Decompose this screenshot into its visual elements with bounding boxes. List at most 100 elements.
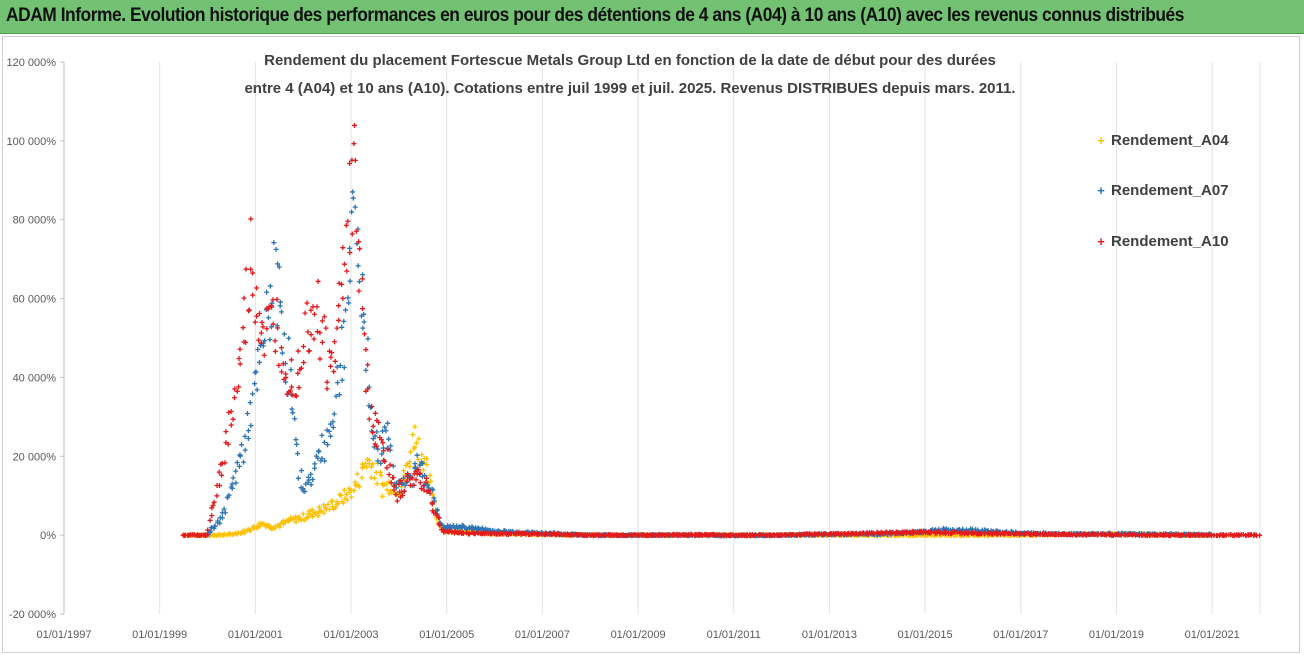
data-point xyxy=(352,204,358,210)
data-point xyxy=(309,507,315,513)
data-point xyxy=(384,465,390,471)
data-point xyxy=(361,311,367,317)
data-point xyxy=(422,473,428,479)
data-point xyxy=(244,410,250,416)
data-point xyxy=(217,520,223,526)
data-point xyxy=(339,281,345,287)
data-point xyxy=(421,487,427,493)
data-point xyxy=(304,300,310,306)
data-point xyxy=(341,487,347,493)
chart-axes: 120 000% 100 000% 80 000% 60 000% 40 000% 20 … xyxy=(6,57,1239,641)
data-point xyxy=(308,482,314,488)
data-point xyxy=(417,462,423,468)
data-point xyxy=(272,348,278,354)
legend-label-a10: Rendement_A10 xyxy=(1111,233,1229,250)
data-point xyxy=(436,514,442,520)
data-point xyxy=(321,439,327,445)
data-point xyxy=(248,266,254,272)
data-point xyxy=(397,489,403,495)
data-point xyxy=(328,363,334,369)
data-point xyxy=(391,487,397,493)
data-point xyxy=(347,245,353,251)
data-point xyxy=(250,292,256,298)
data-point xyxy=(382,458,388,464)
data-point xyxy=(248,216,254,222)
data-point xyxy=(427,472,433,478)
data-point xyxy=(388,480,394,486)
data-point xyxy=(275,261,281,267)
data-point xyxy=(311,311,317,317)
data-point xyxy=(400,475,406,481)
data-point xyxy=(350,195,356,201)
data-point xyxy=(423,475,429,481)
series-rendement-a10 xyxy=(180,122,1263,539)
data-point xyxy=(407,459,413,465)
data-point xyxy=(259,319,265,325)
x-tick-label: 01/01/2003 xyxy=(323,629,378,641)
data-point xyxy=(352,157,358,163)
data-point xyxy=(283,371,289,377)
data-point xyxy=(248,527,254,533)
data-point xyxy=(398,478,404,484)
data-point xyxy=(243,339,249,345)
data-point xyxy=(254,387,260,393)
data-point xyxy=(351,488,357,494)
data-point xyxy=(564,531,570,537)
data-point xyxy=(267,283,273,289)
data-point xyxy=(383,428,389,434)
legend-item-a07: + Rendement_A07 xyxy=(1094,182,1228,199)
report-banner-title: ADAM Informe. Evolution historique des p… xyxy=(6,5,1184,26)
data-point xyxy=(420,483,426,489)
data-point xyxy=(412,424,418,430)
chart-title-line-2: entre 4 (A04) et 10 ans (A10). Cotations… xyxy=(244,80,1016,97)
data-point xyxy=(230,416,236,422)
data-point xyxy=(417,480,423,486)
data-point xyxy=(339,324,345,330)
data-point xyxy=(431,495,437,501)
data-point xyxy=(225,441,231,447)
data-point xyxy=(310,514,316,520)
data-point xyxy=(366,416,372,422)
data-point xyxy=(390,463,396,469)
data-point xyxy=(362,331,368,337)
data-point xyxy=(388,490,394,496)
data-point xyxy=(351,141,357,147)
data-point xyxy=(404,478,410,484)
data-point xyxy=(279,345,285,351)
x-tick-label: 01/01/2017 xyxy=(993,629,1048,641)
data-point xyxy=(332,358,338,364)
data-point xyxy=(475,530,481,536)
data-point xyxy=(212,523,218,529)
data-point xyxy=(372,410,378,416)
data-point xyxy=(409,475,415,481)
data-point xyxy=(207,528,213,534)
data-point xyxy=(363,367,369,373)
chart-series xyxy=(180,122,1263,539)
data-point xyxy=(370,436,376,442)
data-point xyxy=(420,467,426,473)
data-point xyxy=(314,304,320,310)
data-point xyxy=(242,433,248,439)
data-point xyxy=(288,357,294,363)
data-point xyxy=(415,467,421,473)
data-point xyxy=(286,518,292,524)
data-point xyxy=(296,385,302,391)
data-point xyxy=(262,338,268,344)
data-point xyxy=(253,369,259,375)
data-point xyxy=(310,477,316,483)
data-point xyxy=(401,488,407,494)
data-point xyxy=(336,280,342,286)
data-point xyxy=(258,340,264,346)
data-point xyxy=(341,318,347,324)
data-point xyxy=(226,492,232,498)
report-banner: ADAM Informe. Evolution historique des p… xyxy=(0,0,1304,34)
data-point xyxy=(351,122,357,128)
data-point xyxy=(298,365,304,371)
data-point xyxy=(414,452,420,458)
data-point xyxy=(274,296,280,302)
data-point xyxy=(325,442,331,448)
data-point xyxy=(275,325,281,331)
data-point xyxy=(414,471,420,477)
data-point xyxy=(239,442,245,448)
data-point xyxy=(427,490,433,496)
